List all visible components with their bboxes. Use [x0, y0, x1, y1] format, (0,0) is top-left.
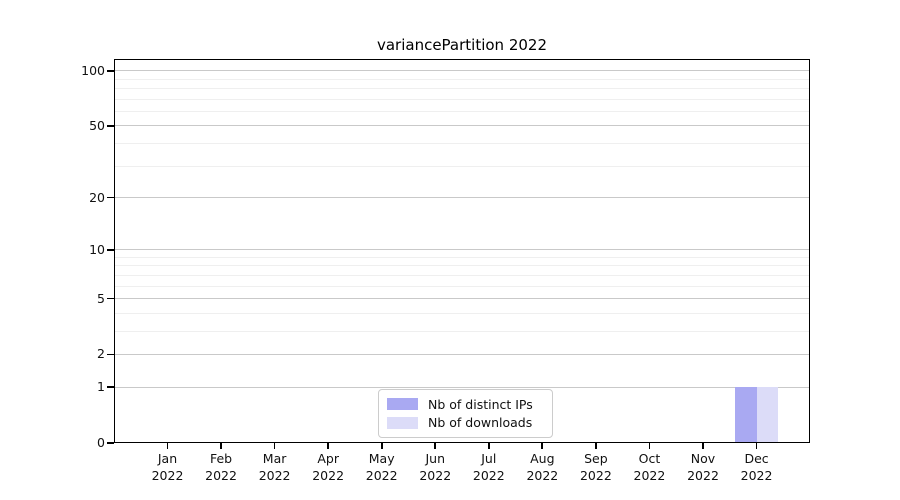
x-tick-month: Feb — [209, 451, 233, 466]
x-tick-month: Jul — [481, 451, 497, 466]
x-tick-label: Jun 2022 — [395, 450, 475, 484]
y-tick-label: 0 — [97, 435, 105, 450]
x-tick-month: Jan — [157, 451, 178, 466]
gridline-minor — [114, 78, 810, 80]
y-tick-label: 100 — [81, 62, 105, 78]
x-tick-month: Oct — [638, 451, 661, 466]
x-tick-label: Sep 2022 — [556, 450, 636, 484]
x-tick-year: 2022 — [740, 468, 773, 483]
x-tick-year: 2022 — [633, 468, 666, 483]
bar-distinct-ips-dec — [735, 387, 757, 443]
y-tick-label: 50 — [89, 117, 105, 133]
y-tick-label: 1 — [97, 379, 105, 395]
x-tick-label: May 2022 — [342, 450, 422, 484]
gridline-major — [114, 353, 810, 355]
x-tick-mark — [648, 443, 651, 449]
gridline-minor — [114, 111, 810, 113]
x-tick-month: Mar — [262, 451, 287, 466]
y-tick-mark — [107, 125, 114, 127]
gridline-minor — [114, 88, 810, 90]
x-tick-mark — [380, 443, 383, 449]
x-tick-mark — [541, 443, 544, 449]
bar-downloads-dec — [756, 387, 779, 443]
gridline-minor — [114, 165, 810, 167]
legend-item-downloads: Nb of downloads — [387, 414, 544, 432]
x-tick-label: Jul 2022 — [449, 450, 529, 484]
gridline-major — [114, 386, 810, 388]
chart-title: variancePartition 2022 — [376, 36, 548, 54]
gridline-major — [114, 125, 810, 127]
x-tick-mark — [702, 443, 704, 449]
x-tick-label: Mar 2022 — [235, 450, 315, 484]
gridline-minor — [114, 143, 810, 145]
y-tick-mark — [107, 196, 114, 199]
x-tick-year: 2022 — [258, 468, 291, 483]
legend-label-downloads: Nb of downloads — [428, 415, 533, 431]
legend-item-distinct-ips: Nb of distinct IPs — [387, 395, 544, 413]
y-tick-mark — [107, 386, 114, 388]
x-tick-month: May — [368, 451, 395, 466]
gridline-minor — [114, 312, 810, 314]
y-tick-mark — [107, 69, 114, 72]
x-tick-month: Dec — [744, 451, 769, 466]
x-tick-label: Feb 2022 — [181, 450, 261, 484]
x-tick-year: 2022 — [687, 468, 719, 483]
legend-swatch-downloads — [387, 416, 418, 429]
x-tick-year: 2022 — [205, 468, 237, 483]
gridline-minor — [114, 274, 810, 276]
x-tick-year: 2022 — [419, 468, 452, 483]
x-tick-label: Oct 2022 — [609, 450, 689, 484]
x-tick-label: Aug 2022 — [502, 450, 582, 484]
x-tick-mark — [487, 443, 490, 449]
gridline-minor — [114, 265, 810, 267]
x-tick-label: Nov 2022 — [663, 450, 743, 484]
plot-area: Nb of distinct IPs Nb of downloads — [114, 59, 810, 443]
y-tick-label: 2 — [97, 346, 105, 362]
x-tick-year: 2022 — [365, 468, 398, 483]
x-tick-mark — [755, 443, 758, 449]
x-tick-year: 2022 — [579, 468, 612, 483]
y-tick-mark — [107, 442, 114, 444]
x-tick-mark — [220, 443, 222, 449]
y-tick-mark — [107, 297, 114, 300]
legend: Nb of distinct IPs Nb of downloads — [378, 389, 553, 438]
gridline-major — [114, 298, 810, 300]
axes-spines — [114, 59, 810, 443]
y-tick-mark — [107, 353, 114, 356]
x-tick-month: Sep — [584, 451, 608, 466]
legend-label-distinct-ips: Nb of distinct IPs — [428, 396, 533, 412]
x-tick-mark — [434, 443, 437, 449]
gridline-minor — [114, 98, 810, 100]
y-tick-label: 20 — [89, 189, 105, 205]
y-tick-mark — [107, 248, 114, 251]
x-tick-mark — [595, 443, 597, 449]
gridline-major — [114, 70, 810, 72]
x-tick-label: Dec 2022 — [717, 450, 797, 484]
x-tick-mark — [166, 443, 169, 449]
x-tick-year: 2022 — [526, 468, 559, 483]
y-tick-label: 5 — [97, 290, 105, 306]
gridline-minor — [114, 285, 810, 287]
legend-swatch-distinct-ips — [387, 398, 418, 411]
x-tick-year: 2022 — [472, 468, 505, 483]
y-tick-label: 10 — [89, 241, 105, 257]
x-tick-mark — [327, 443, 330, 449]
gridline-minor — [114, 256, 810, 258]
x-tick-year: 2022 — [151, 468, 184, 483]
x-tick-mark — [273, 443, 276, 449]
gridline-major — [114, 249, 810, 251]
gridline-minor — [114, 330, 810, 332]
x-tick-month: Apr — [317, 451, 339, 466]
gridline-major — [114, 197, 810, 198]
x-tick-month: Aug — [530, 451, 555, 466]
x-tick-month: Nov — [690, 451, 716, 466]
x-tick-label: Jan 2022 — [128, 450, 208, 484]
x-tick-year: 2022 — [312, 468, 345, 483]
x-tick-month: Jun — [425, 451, 446, 466]
x-tick-label: Apr 2022 — [288, 450, 368, 484]
